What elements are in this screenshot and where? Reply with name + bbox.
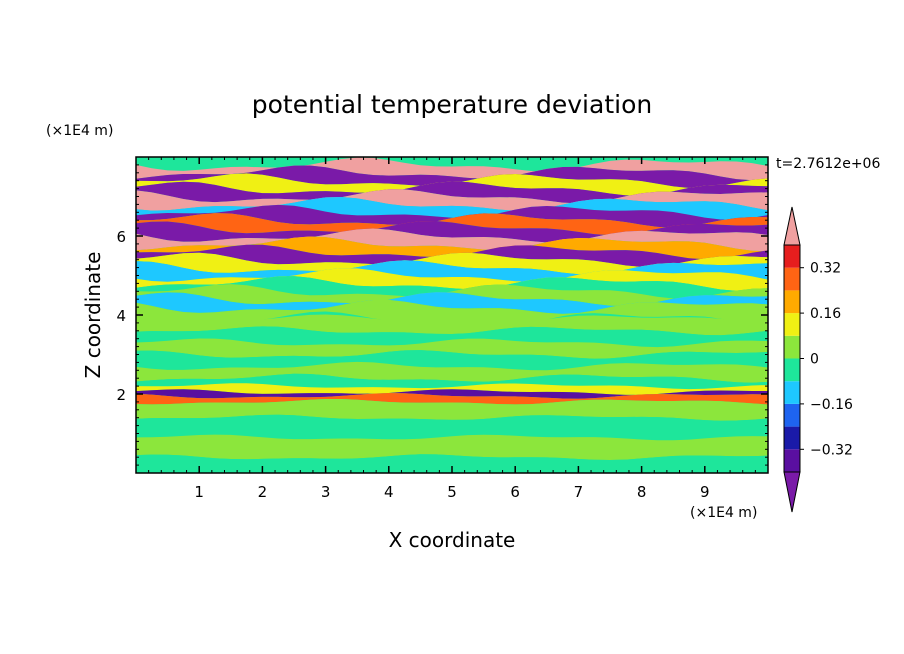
chart-title: potential temperature deviation [252, 90, 652, 119]
field-band [136, 221, 768, 243]
field-band [136, 204, 768, 228]
colorbar-tick-label: 0 [810, 352, 819, 368]
field-band [136, 213, 768, 236]
colorbar-segment [784, 290, 800, 314]
colorbar-segment [784, 358, 800, 382]
colorbar-segment [784, 449, 800, 472]
field-band [136, 260, 768, 282]
field-band [136, 326, 768, 348]
colorbar-tick-label: 0.16 [810, 306, 841, 322]
field-band [136, 350, 768, 371]
colorbar-over-arrow [783, 206, 801, 246]
x-tick-label: 3 [321, 483, 331, 501]
x-tick-label: 7 [574, 483, 584, 501]
field-band [136, 383, 768, 395]
field-band [136, 228, 768, 252]
field-band [136, 236, 768, 260]
field-band [136, 181, 768, 204]
field-band [136, 252, 768, 275]
x-tick-label: 6 [510, 483, 520, 501]
x-unit-label: (×1E4 m) [690, 505, 757, 521]
field-band [136, 314, 768, 336]
y-axis-label: Z coordinate [81, 252, 105, 379]
field-band [136, 189, 768, 211]
field-band [136, 284, 768, 307]
colorbar-tick-label: −0.32 [810, 442, 853, 458]
colorbar-segment [784, 426, 800, 450]
y-axis: 2 4 6 [116, 164, 768, 466]
field-band [136, 361, 768, 383]
field-band [136, 389, 768, 399]
field-band [136, 414, 768, 441]
time-label: t=2.7612e+06 [776, 156, 880, 172]
colorbar-segment [784, 403, 800, 427]
colorbar-tick-label: −0.16 [810, 397, 853, 413]
x-tick-label: 4 [384, 483, 394, 501]
colorbar-under-arrow [783, 471, 801, 513]
field-band [136, 173, 768, 196]
y-unit-label: (×1E4 m) [46, 123, 113, 139]
x-axis-label: X coordinate [389, 528, 516, 552]
field-band [136, 299, 768, 327]
y-tick-label: 2 [116, 386, 126, 404]
colorbar-segment [784, 381, 800, 404]
field-band [136, 268, 768, 291]
field-band [136, 292, 768, 314]
y-tick-label: 4 [116, 307, 126, 325]
field-plot [136, 157, 768, 473]
colorbar-segment [784, 313, 800, 336]
x-tick-label: 5 [447, 483, 457, 501]
x-tick-label: 8 [637, 483, 647, 501]
colorbar-tick-label: 0.32 [810, 261, 841, 277]
field-band [136, 276, 768, 299]
field-band [136, 454, 768, 473]
colorbar-segment [784, 245, 800, 268]
colorbar-segment [784, 267, 800, 291]
x-axis: 1 2 3 4 5 6 7 8 9 [148, 157, 769, 501]
field-band [136, 338, 768, 359]
field-band [136, 393, 768, 405]
x-tick-label: 1 [194, 483, 204, 501]
field-band [136, 373, 768, 391]
x-tick-label: 2 [258, 483, 268, 501]
colorbar-segment [784, 335, 800, 359]
colorbar: 0.32 0.16 0 −0.16 −0.32 [783, 206, 853, 513]
field-band [136, 157, 768, 181]
field-band [136, 399, 768, 421]
field-band [136, 434, 768, 460]
field-band [136, 197, 768, 220]
x-tick-label: 9 [700, 483, 710, 501]
field-band [136, 165, 768, 188]
y-tick-label: 6 [116, 228, 126, 246]
